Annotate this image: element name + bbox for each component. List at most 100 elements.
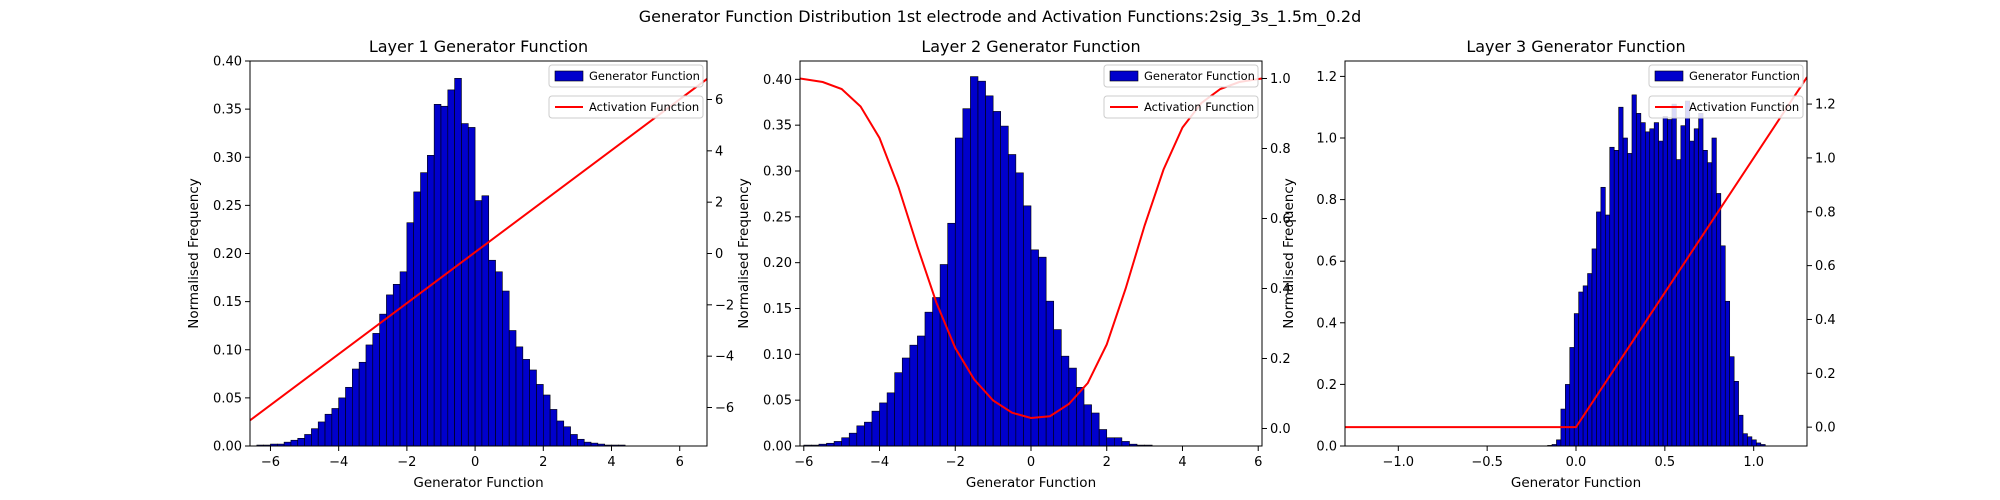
histogram-bar	[1613, 150, 1619, 446]
histogram-bar	[1053, 329, 1062, 446]
histogram-bar	[358, 361, 367, 446]
y2-tick-label: −2	[715, 298, 734, 313]
y2-tick-label: 0.8	[1815, 205, 1836, 220]
y-tick-label: 1.0	[1316, 132, 1337, 147]
x-tick-label: −4	[329, 455, 348, 470]
y-tick-label: 0.20	[763, 256, 792, 271]
y2-tick-label: 0.4	[1815, 313, 1836, 328]
histogram-bar	[1707, 162, 1713, 446]
histogram-bar	[338, 397, 346, 446]
histogram-bar	[1698, 113, 1704, 446]
y2-tick-label: 2	[715, 196, 723, 211]
histogram-bar	[1653, 122, 1659, 446]
histogram-bar	[352, 368, 360, 446]
histogram-bar	[542, 394, 551, 446]
histogram-bar	[1569, 347, 1575, 446]
histogram-bar	[917, 335, 926, 446]
legend-activation: Activation Function	[1648, 95, 1804, 119]
histogram-bar	[1729, 356, 1735, 446]
y-tick-label: 0.15	[213, 295, 242, 310]
histogram-bar	[1045, 300, 1055, 446]
histogram-bar	[1091, 412, 1100, 446]
x-tick-label: 0	[471, 455, 479, 470]
histogram-bar	[563, 426, 571, 446]
histogram-bar	[901, 357, 911, 446]
histogram-bar	[992, 111, 1002, 446]
histogram-bar	[1618, 106, 1624, 446]
y-tick-label: 0.00	[763, 440, 792, 455]
histogram-bar	[433, 104, 442, 446]
histogram-bar	[924, 311, 933, 446]
histogram-bar	[508, 330, 517, 446]
legend-activation: Activation Function	[548, 95, 704, 119]
legend-box	[548, 95, 704, 119]
histogram-bar	[311, 428, 319, 446]
x-tick-label: 1.0	[1743, 455, 1764, 470]
y2-tick-label: −4	[715, 350, 734, 365]
histogram-bar	[1060, 355, 1070, 446]
legend-bar-swatch	[1109, 70, 1139, 82]
legend-box	[1648, 64, 1804, 88]
histogram-bar	[1711, 137, 1717, 446]
histogram-bar	[932, 297, 941, 446]
legend-label: Activation Function	[1689, 100, 1799, 114]
histogram-bar	[1724, 300, 1731, 446]
legend-label: Generator Function	[1144, 69, 1255, 83]
histogram-bar	[1742, 433, 1748, 446]
x-axis-label: Generator Function	[413, 475, 543, 491]
x-tick-label: 4	[607, 455, 615, 470]
panel-title: Layer 1 Generator Function	[369, 37, 588, 56]
legend-activation: Activation Function	[1103, 95, 1259, 119]
histogram-bar	[962, 108, 971, 446]
panel-title: Layer 2 Generator Function	[921, 37, 1140, 56]
histogram-bar	[324, 413, 333, 446]
histogram-bar	[1716, 193, 1722, 446]
histogram-bar	[1733, 381, 1739, 446]
histogram-bar	[474, 200, 483, 446]
y-tick-label: 0.05	[213, 391, 242, 406]
histogram-bar	[583, 441, 592, 446]
y2-tick-label: 0.4	[1270, 282, 1291, 297]
histogram-bar	[345, 386, 353, 446]
legend-label: Generator Function	[1689, 69, 1800, 83]
y-tick-label: 0.25	[213, 199, 242, 214]
x-axis-label: Generator Function	[1511, 475, 1641, 491]
x-tick-label: 6	[676, 455, 684, 470]
x-tick-label: −1.0	[1383, 455, 1415, 470]
legend-generator: Generator Function	[548, 64, 704, 88]
x-tick-label: 4	[1178, 455, 1186, 470]
histogram-bar	[1680, 125, 1686, 446]
x-axis-label: Generator Function	[966, 475, 1096, 491]
histogram-bar	[1747, 436, 1753, 446]
y2-tick-label: 0.2	[1815, 367, 1836, 382]
histogram-bar	[1605, 214, 1611, 446]
y2-tick-label: 1.0	[1815, 151, 1836, 166]
histogram-bar	[894, 372, 903, 446]
legend-box	[1648, 95, 1804, 119]
histogram-bar	[495, 271, 503, 446]
legend-generator: Generator Function	[1648, 64, 1804, 88]
histogram-bar	[379, 313, 387, 446]
y2-tick-label: 0.0	[1270, 422, 1291, 437]
histogram-bar	[1114, 437, 1123, 446]
histogram-bar	[1098, 429, 1108, 446]
histogram-bar	[1645, 131, 1651, 446]
histogram-bar	[556, 420, 565, 446]
histogram-bar	[848, 432, 858, 446]
y-tick-label: 0.20	[213, 247, 242, 262]
histogram-bars	[803, 76, 1153, 446]
histogram-bar	[1738, 414, 1744, 446]
y-tick-label: 0.15	[763, 302, 792, 317]
y-tick-label: 0.4	[1316, 316, 1337, 331]
histogram-bar	[461, 123, 469, 446]
histogram-bar	[372, 333, 380, 446]
y-tick-label: 0.35	[763, 119, 792, 134]
x-tick-label: −2	[946, 455, 965, 470]
histogram-bar	[1631, 94, 1637, 446]
legend-generator: Generator Function	[1103, 64, 1259, 88]
histogram-bar	[1587, 273, 1593, 446]
histogram-bar	[1000, 125, 1009, 446]
histogram-bar	[427, 155, 435, 446]
x-tick-label: −4	[870, 455, 889, 470]
